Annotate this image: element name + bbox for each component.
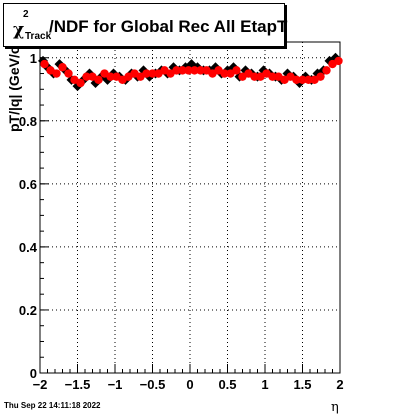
y-tick-label: 0 (30, 366, 37, 381)
grid-lines (40, 42, 340, 373)
data-point-red (52, 69, 61, 78)
x-tick-label: −0.5 (140, 377, 166, 392)
y-tick-label: 0.8 (19, 114, 37, 129)
data-point-red (64, 69, 73, 78)
data-point-red (196, 66, 205, 75)
data-point-red (268, 72, 277, 81)
data-point-red (220, 69, 229, 78)
y-tick-label: 0.4 (19, 240, 38, 255)
x-tick-label: −1 (108, 377, 123, 392)
chart-title-box: χ 2 Track /NDF for Global Rec All EtapT (3, 3, 288, 47)
plot-frame (39, 41, 341, 374)
y-tick-label: 1 (30, 51, 37, 66)
data-point-red (190, 66, 199, 75)
x-tick-label: 1.5 (293, 377, 311, 392)
title-superscript: 2 (23, 9, 29, 20)
data-point-red (142, 69, 151, 78)
data-point-red (94, 75, 103, 85)
y-tick-label: 0.6 (19, 177, 37, 192)
data-point-red (106, 72, 115, 81)
data-point-red (304, 75, 313, 85)
x-tick-label: −1.5 (65, 377, 91, 392)
data-point-red (148, 69, 157, 78)
y-axis-label: pT/|q| (GeV/c (6, 46, 22, 132)
data-point-red (40, 59, 49, 69)
data-point-red (178, 66, 187, 75)
data-point-red (250, 72, 259, 81)
x-axis-label: η (331, 400, 339, 414)
x-tick-label: 1 (261, 377, 268, 392)
x-tick-label: −2 (33, 377, 48, 392)
data-point-red (292, 75, 301, 85)
x-tick-label: 2 (336, 377, 343, 392)
data-point-red (316, 72, 325, 81)
data-point-red (76, 78, 85, 88)
data-point-red (82, 72, 91, 81)
timestamp: Thu Sep 22 14:11:18 2022 (4, 401, 101, 410)
x-tick-label: 0.5 (218, 377, 236, 392)
x-tick-label: 0 (186, 377, 193, 392)
title-chi-symbol: χ (13, 20, 25, 40)
chart-title: /NDF for Global Rec All EtapT (49, 17, 288, 36)
data-point-red (334, 56, 343, 66)
data-point-red (184, 66, 193, 75)
title-subscript: Track (25, 31, 52, 42)
y-tick-label: 0.2 (19, 303, 37, 318)
data-point-red (232, 66, 241, 75)
data-series (38, 52, 343, 92)
data-point-red (298, 75, 307, 85)
data-point-red (172, 66, 181, 75)
data-point-red (58, 63, 67, 72)
data-point-red (322, 66, 331, 75)
axis-ticks (39, 41, 341, 374)
tick-labels: −2 −1.5 −1 −0.5 0 0.5 1 1.5 2 0 0.2 0.4 0.6 0.8 1 (19, 51, 344, 392)
